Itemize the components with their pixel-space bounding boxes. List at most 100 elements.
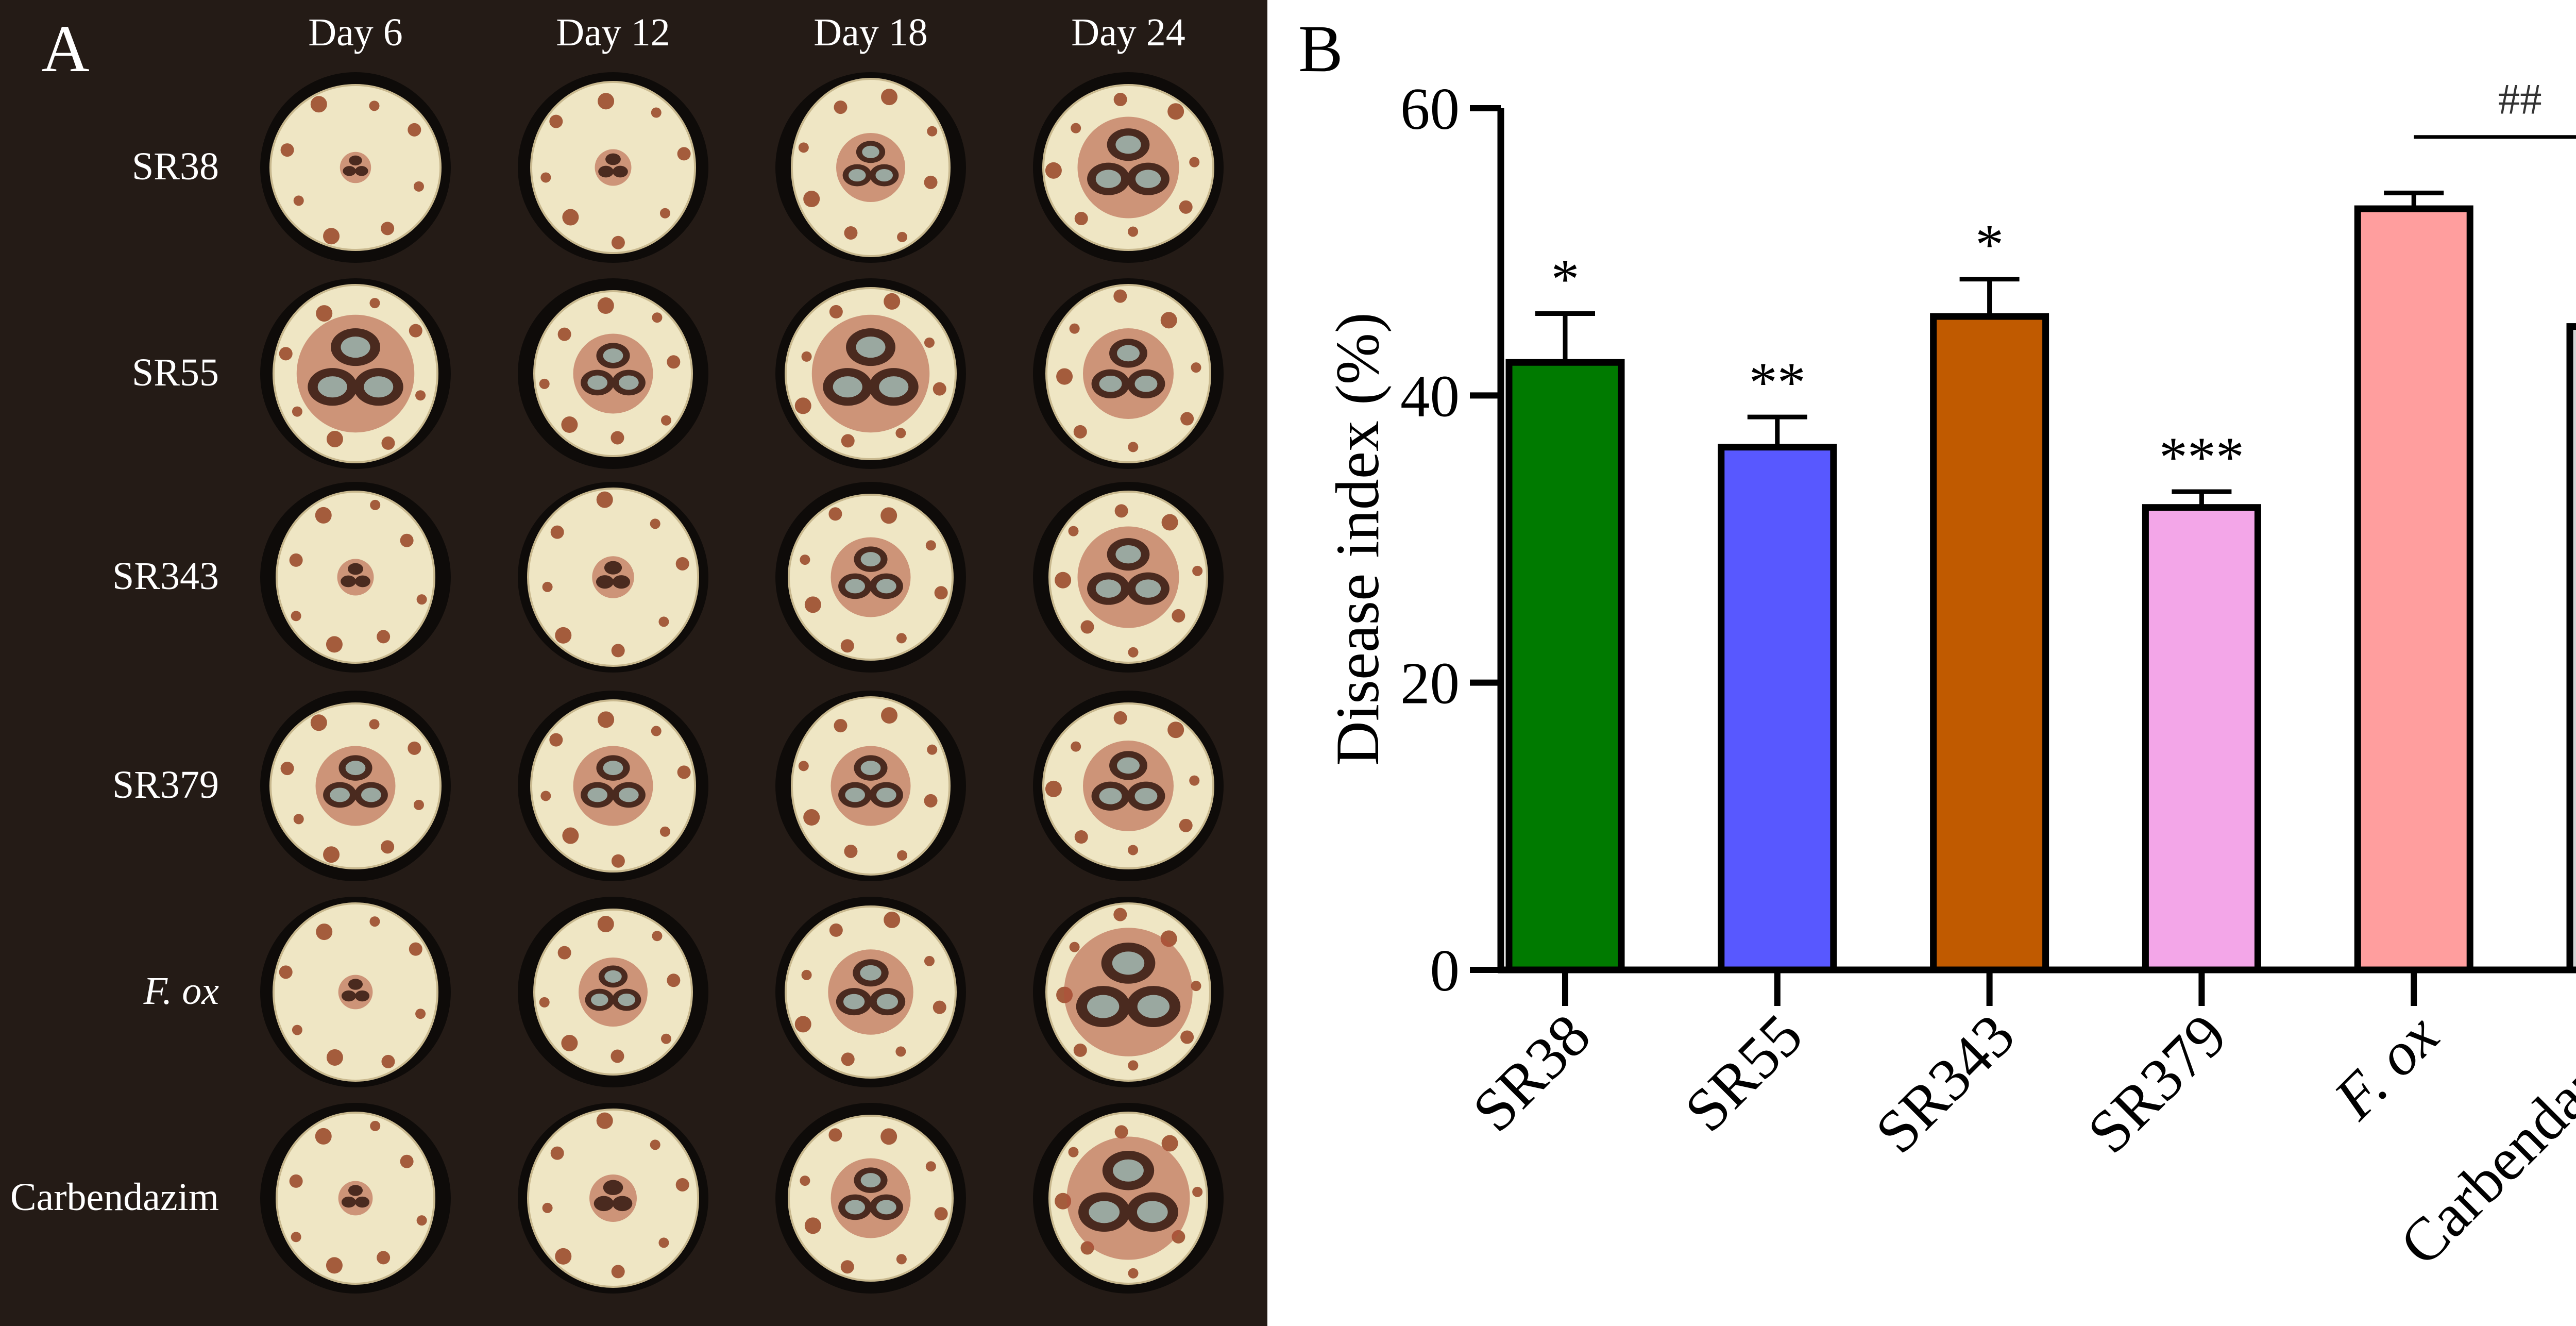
tuber-photo (260, 897, 451, 1087)
bud-spot (1114, 504, 1128, 518)
bud-spot (315, 1128, 332, 1145)
panel-a-letter: A (41, 12, 90, 86)
mycelium-patch (876, 1200, 896, 1215)
bud-spot (1113, 908, 1127, 921)
bud-spot (540, 791, 551, 801)
bud-spot (840, 639, 854, 653)
lesion-lobe (612, 165, 628, 178)
bud-spot (550, 1146, 564, 1160)
bar (1718, 444, 1837, 973)
bud-spot (1160, 312, 1177, 329)
bud-spot (1192, 1186, 1203, 1197)
bud-spot (1128, 442, 1139, 452)
bud-spot (1073, 425, 1087, 439)
bud-spot (841, 434, 855, 448)
tuber-photo (1033, 897, 1224, 1087)
bud-spot (1069, 942, 1080, 952)
bud-spot (1128, 1060, 1139, 1071)
bud-spot (381, 222, 395, 236)
bud-spot (1114, 1125, 1128, 1139)
lesion-lobe (341, 1196, 356, 1208)
bud-spot (652, 931, 663, 942)
mycelium-patch (845, 1200, 866, 1215)
bud-spot (381, 1054, 395, 1068)
bud-spot (667, 355, 681, 369)
bud-spot (834, 100, 848, 114)
tuber-photo (260, 691, 451, 881)
treatment-row-label: SR343 (112, 555, 219, 598)
bud-spot (933, 1000, 946, 1014)
lesion-lobe (354, 575, 370, 588)
bud-spot (381, 840, 395, 854)
bud-spot (542, 1202, 553, 1213)
bud-spot (413, 181, 424, 192)
mycelium-patch (876, 787, 896, 802)
bar (2142, 504, 2261, 973)
tuber-photo (260, 72, 451, 263)
bud-spot (650, 518, 660, 529)
mycelium-patch (330, 787, 350, 802)
tuber-photo (1033, 72, 1224, 263)
bud-spot (316, 924, 333, 941)
bud-spot (658, 616, 669, 627)
bud-spot (369, 916, 380, 927)
bud-spot (1180, 412, 1194, 426)
bud-spot (1113, 711, 1127, 725)
tuber-photo (775, 482, 966, 673)
y-tick-label: 60 (1400, 76, 1460, 142)
bud-spot (650, 1139, 660, 1150)
mycelium-patch (1134, 787, 1158, 804)
bud-spot (289, 553, 303, 567)
bud-spot (611, 854, 625, 868)
significance-label: *** (2159, 426, 2244, 489)
bud-spot (1172, 609, 1185, 623)
bud-spot (280, 762, 294, 776)
bud-spot (326, 1257, 343, 1274)
lesion-lobe (594, 1196, 614, 1212)
bud-spot (542, 581, 553, 592)
bud-spot (834, 719, 848, 733)
mycelium-patch (1112, 951, 1145, 975)
bud-spot (1113, 289, 1127, 303)
bud-spot (829, 923, 843, 937)
bud-spot (677, 765, 691, 779)
bud-spot (557, 946, 571, 960)
bud-spot (829, 305, 843, 318)
bud-spot (550, 525, 564, 539)
mycelium-patch (603, 761, 623, 776)
bud-spot (611, 1265, 625, 1279)
bud-spot (840, 1260, 854, 1274)
tuber-photo (775, 897, 966, 1087)
mycelium-patch (875, 169, 893, 182)
bud-spot (562, 209, 579, 226)
bud-spot (291, 1232, 301, 1243)
x-tick-label: SR343 (1862, 1001, 2027, 1166)
bud-spot (1055, 572, 1072, 589)
bud-spot (1071, 741, 1081, 752)
mycelium-patch (591, 994, 608, 1006)
bud-spot (310, 96, 327, 113)
bud-spot (562, 827, 579, 844)
bud-spot (1189, 775, 1200, 786)
bud-spot (611, 236, 625, 249)
bud-spot (400, 533, 414, 547)
tuber-photo (518, 897, 708, 1087)
bud-spot (597, 916, 614, 933)
bud-spot (326, 1049, 343, 1066)
lesion-lobe (355, 166, 368, 176)
bud-spot (326, 636, 343, 653)
mycelium-patch (345, 761, 366, 776)
treatment-row-label: SR38 (132, 145, 219, 188)
mycelium-patch (876, 994, 899, 1010)
treatment-row-label: Carbendazim (10, 1176, 219, 1219)
bud-spot (549, 114, 563, 128)
bud-spot (897, 231, 908, 242)
panel-a-photo-grid: A Day 6 Day 12 Day 18 Day 24 SR38 SR55 SR343 S… (0, 0, 1267, 1326)
bud-spot (315, 507, 332, 524)
bud-spot (881, 707, 898, 724)
mycelium-patch (1117, 757, 1140, 774)
mycelium-patch (618, 787, 639, 802)
lesion-lobe (355, 990, 370, 1002)
bud-spot (1073, 1043, 1087, 1057)
bud-spot (1113, 93, 1127, 107)
